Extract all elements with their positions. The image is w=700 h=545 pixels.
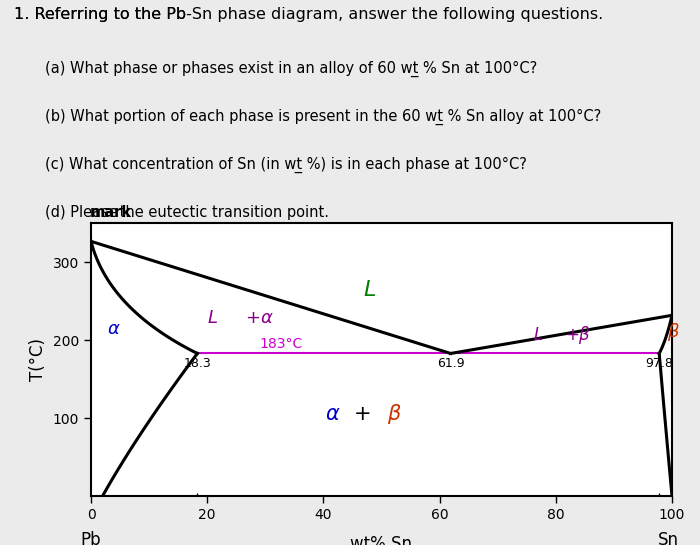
Text: the eutectic transition point.: the eutectic transition point.: [116, 205, 330, 220]
Text: $+\beta$: $+\beta$: [564, 324, 591, 346]
Text: 1. Referring to the Pb: 1. Referring to the Pb: [14, 7, 186, 22]
Text: 183°C: 183°C: [260, 337, 302, 351]
Text: (d) Please: (d) Please: [45, 205, 122, 220]
Text: $\alpha$: $\alpha$: [107, 319, 121, 337]
Text: $+\alpha$: $+\alpha$: [245, 310, 274, 328]
Text: Pb: Pb: [80, 531, 101, 545]
Text: $\beta$: $\beta$: [667, 322, 680, 343]
Text: $+$: $+$: [346, 404, 373, 424]
Text: (c) What concentration of Sn (in wt̲ %) is in each phase at 100°C?: (c) What concentration of Sn (in wt̲ %) …: [45, 157, 526, 173]
Text: $L$: $L$: [207, 310, 218, 328]
Text: mark: mark: [90, 205, 132, 220]
Text: (b) What portion of each phase is present in the 60 wt̲ % Sn alloy at 100°C?: (b) What portion of each phase is presen…: [45, 109, 601, 125]
Text: $\alpha$: $\alpha$: [326, 404, 341, 424]
Text: Sn: Sn: [658, 531, 679, 545]
Text: $L$: $L$: [363, 280, 377, 300]
Text: 97.8: 97.8: [645, 356, 673, 370]
Y-axis label: T(°C): T(°C): [29, 338, 48, 381]
Text: $\beta$: $\beta$: [387, 402, 402, 426]
Text: 18.3: 18.3: [183, 356, 211, 370]
Text: $L$: $L$: [533, 326, 542, 344]
Text: wt% Sn: wt% Sn: [351, 535, 412, 545]
Text: (a) What phase or phases exist in an alloy of 60 wt̲ % Sn at 100°C?: (a) What phase or phases exist in an all…: [45, 61, 537, 77]
Text: 61.9: 61.9: [437, 356, 465, 370]
Text: 1. Referring to the Pb-Sn phase diagram, answer the following questions.: 1. Referring to the Pb-Sn phase diagram,…: [14, 7, 603, 22]
